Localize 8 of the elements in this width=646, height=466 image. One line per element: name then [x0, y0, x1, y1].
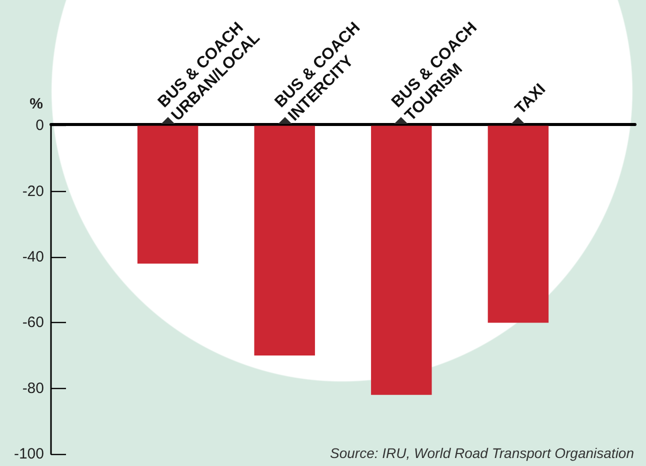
y-tick-label: -100 [14, 446, 44, 462]
y-tick-label: -60 [22, 314, 44, 332]
annotation: Source: IRU, World Road Transport Organisation [330, 445, 634, 461]
y-tick-label: -80 [22, 380, 44, 397]
y-axis-title: % [30, 96, 43, 113]
y-tick-label: 0 [36, 117, 44, 134]
y-tick-label: -40 [22, 248, 44, 266]
y-tick-label: -20 [22, 182, 44, 200]
